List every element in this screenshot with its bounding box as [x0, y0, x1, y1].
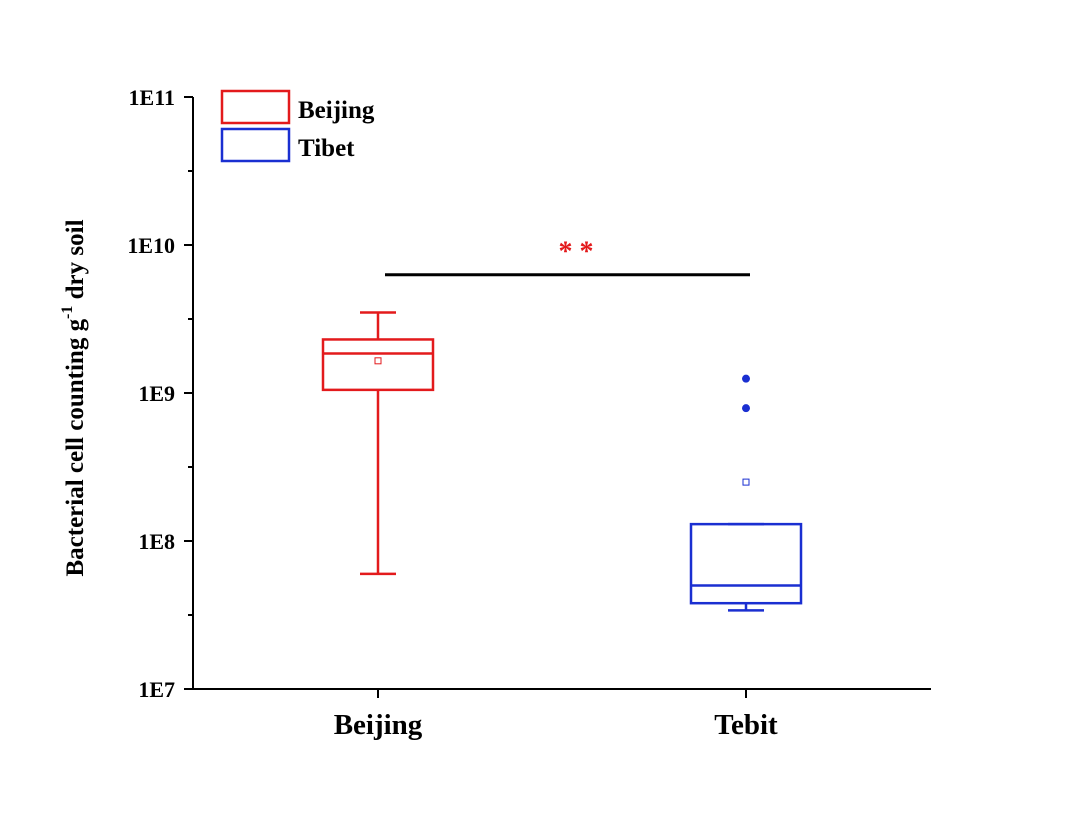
x-axis-ticks: Beijing Tebit — [334, 689, 778, 741]
y-axis-label-superscript: -1 — [59, 306, 76, 319]
legend-label-tibet: Tibet — [298, 135, 355, 162]
box-iqr — [689, 522, 803, 605]
plot-area: 1E7 1E8 1E9 1E10 1E11 Beijing Tebit * * — [127, 85, 931, 741]
legend: Beijing Tibet — [220, 89, 375, 163]
box-iqr — [321, 338, 435, 392]
legend-label-beijing: Beijing — [298, 97, 375, 124]
significance-label: * * — [559, 237, 594, 268]
outlier-point — [742, 404, 750, 413]
y-axis-label-main: Bacterial cell counting g — [62, 318, 89, 576]
x-tick-label: Tebit — [714, 709, 778, 741]
y-tick-label: 1E7 — [138, 677, 175, 702]
y-tick-label: 1E8 — [138, 529, 175, 554]
outlier-point — [742, 374, 750, 383]
y-axis-ticks: 1E7 1E8 1E9 1E10 1E11 — [127, 85, 193, 702]
significance-annotation: * * — [385, 237, 750, 277]
y-tick-label: 1E10 — [127, 233, 175, 258]
legend-swatch-tibet — [220, 127, 291, 163]
mean-marker — [374, 357, 382, 365]
box-beijing — [321, 311, 435, 576]
mean-marker — [742, 478, 750, 486]
x-tick-label: Beijing — [334, 709, 423, 741]
legend-swatch-beijing — [220, 89, 291, 125]
y-tick-label: 1E11 — [129, 85, 175, 110]
y-tick-label: 1E9 — [138, 381, 175, 406]
y-axis-label-suffix: dry soil — [62, 219, 89, 305]
y-axis-label: Bacterial cell counting g-1 dry soil — [59, 219, 89, 576]
box-series — [321, 311, 803, 612]
box-tibet — [689, 374, 803, 612]
